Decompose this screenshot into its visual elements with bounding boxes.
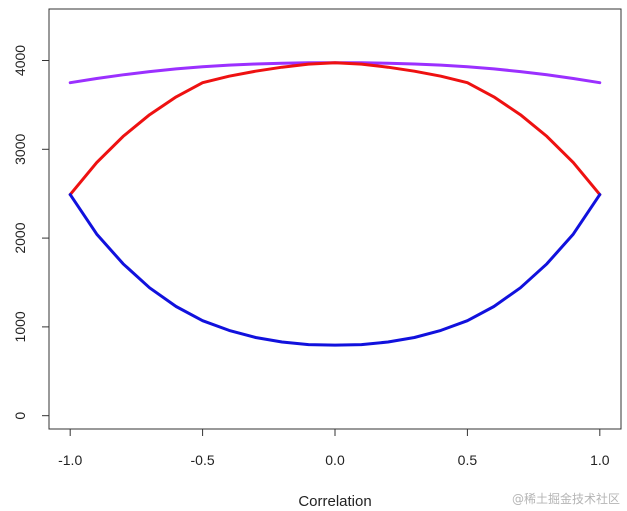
x-tick-label: 0.0 — [325, 452, 345, 468]
x-axis: -1.0 -0.5 0.0 0.5 1.0 — [58, 428, 610, 468]
y-tick-label: 0 — [12, 412, 28, 420]
y-axis: 0 1000 2000 3000 4000 — [12, 45, 50, 420]
watermark: @稀土掘金技术社区 — [512, 491, 620, 506]
series-layer — [68, 61, 602, 347]
y-tick-label: 4000 — [12, 45, 28, 76]
y-tick-label: 3000 — [12, 134, 28, 165]
series-line-3 — [68, 193, 602, 347]
x-tick-label: 0.5 — [458, 452, 478, 468]
x-tick-label: -0.5 — [191, 452, 215, 468]
series-line-2 — [68, 61, 602, 197]
x-tick-label: -1.0 — [58, 452, 82, 468]
plot-area — [48, 8, 622, 430]
x-axis-title: Correlation — [298, 493, 371, 510]
y-tick-label: 1000 — [12, 311, 28, 342]
x-tick-label: 1.0 — [590, 452, 610, 468]
y-tick-label: 2000 — [12, 222, 28, 253]
